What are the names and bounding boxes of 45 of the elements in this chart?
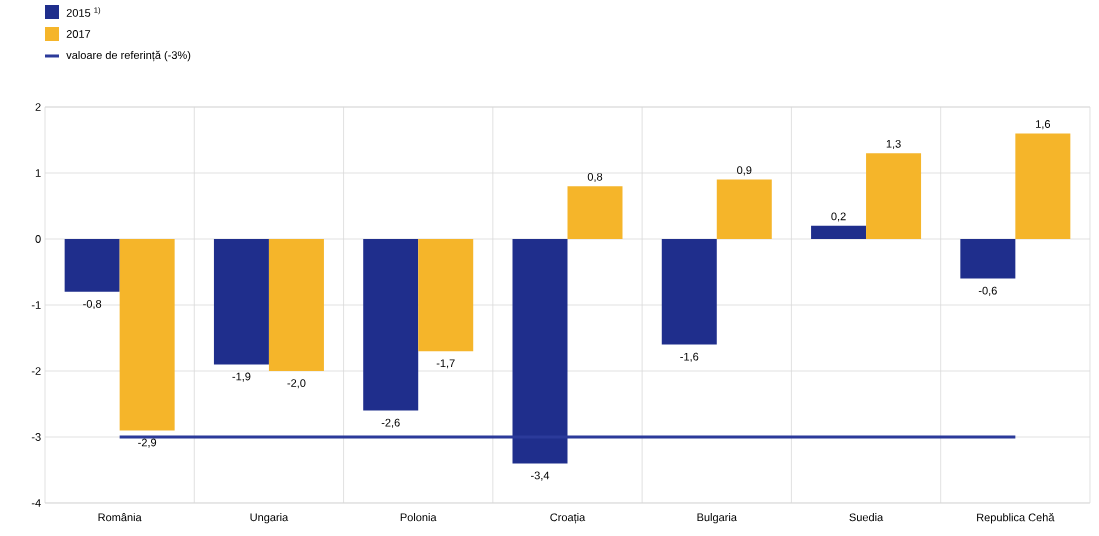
bar <box>418 238 474 352</box>
data-label: -1,6 <box>680 352 699 362</box>
bar <box>512 238 568 464</box>
bar <box>716 179 772 239</box>
bar <box>64 238 120 292</box>
data-label: -0,6 <box>978 286 997 296</box>
legend-label: valoare de referință (-3%) <box>66 50 191 62</box>
data-label: -1,7 <box>436 359 455 369</box>
data-label: -1,9 <box>232 372 251 382</box>
bar <box>567 186 623 239</box>
x-tick-label: Republica Cehă <box>977 513 1055 524</box>
data-label: 0,8 <box>587 172 603 182</box>
bar <box>661 238 717 345</box>
bar <box>866 153 922 239</box>
bar <box>268 238 324 371</box>
y-tick-label: 0 <box>35 235 41 243</box>
y-tick-label: 2 <box>35 103 41 111</box>
x-tick-label: Ungaria <box>250 513 289 524</box>
y-tick-label: -3 <box>31 433 41 441</box>
x-tick-label: Polonia <box>400 513 437 522</box>
y-tick-label: -2 <box>31 367 41 375</box>
bar <box>363 238 419 411</box>
bar <box>960 238 1016 279</box>
data-label: -3,4 <box>531 471 550 481</box>
data-label: -2,6 <box>381 418 400 428</box>
y-tick-label: 1 <box>35 169 41 177</box>
x-tick-label: Suedia <box>849 513 884 522</box>
data-label: -2,0 <box>287 379 306 389</box>
legend-label: 2017 <box>66 30 91 38</box>
x-tick-label: Croația <box>550 513 586 524</box>
x-tick-label: România <box>98 513 142 522</box>
bar <box>119 238 175 431</box>
bar <box>213 238 269 365</box>
data-label: 0,9 <box>737 166 752 176</box>
data-label: 0,2 <box>831 212 846 222</box>
data-label: 1,6 <box>1036 120 1051 130</box>
bar <box>1015 133 1071 239</box>
x-tick-label: Bulgaria <box>697 513 737 524</box>
data-label: -0,8 <box>83 299 102 310</box>
bar <box>811 225 867 239</box>
y-tick-label: -4 <box>31 499 41 507</box>
legend-label: 2015 $^{1)}$ <box>66 7 101 17</box>
data-label: -2,9 <box>138 438 157 448</box>
y-tick-label: -1 <box>31 301 41 309</box>
data-label: 1,3 <box>886 139 901 149</box>
